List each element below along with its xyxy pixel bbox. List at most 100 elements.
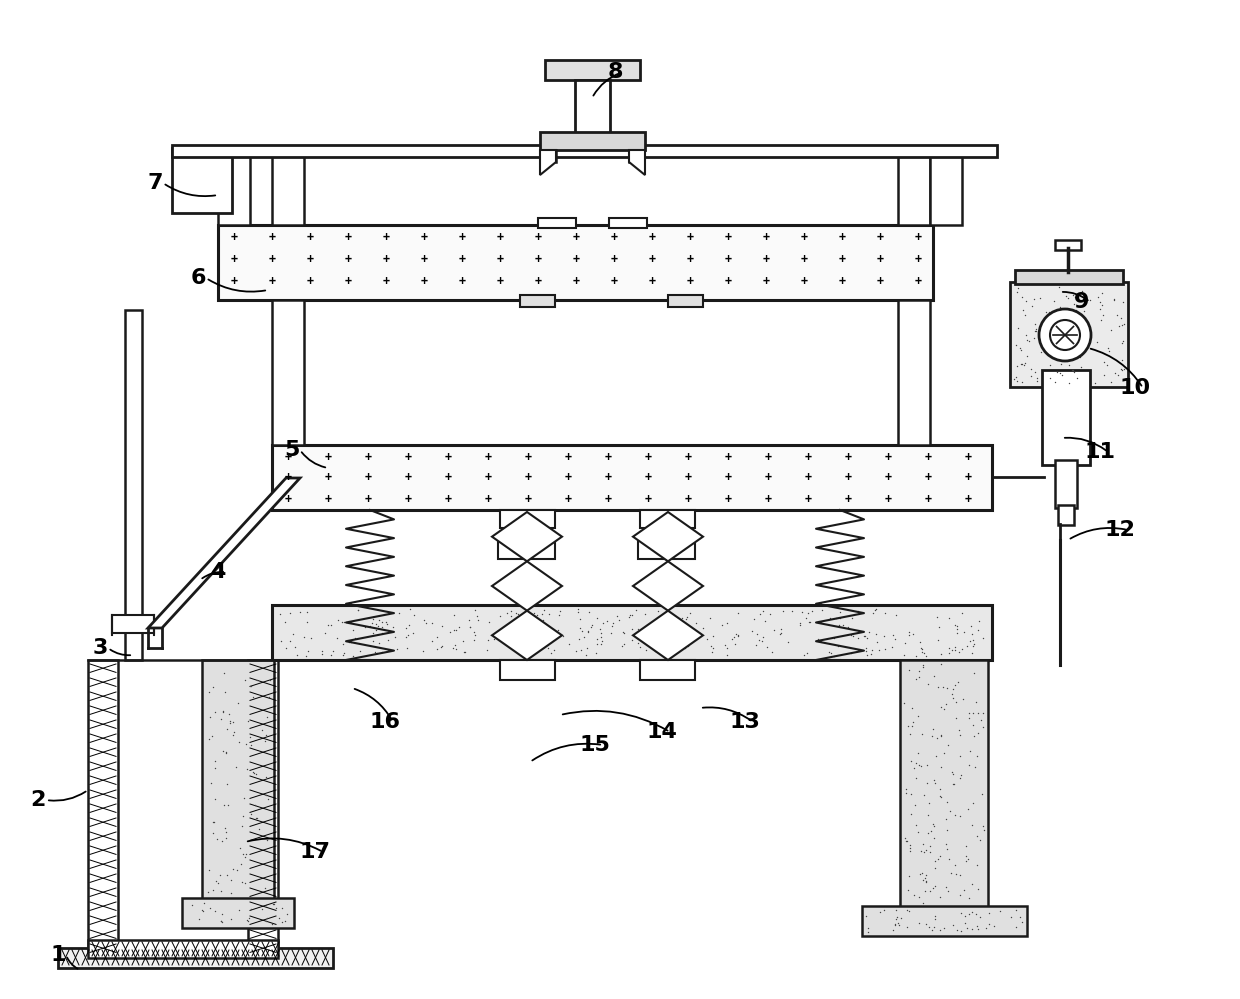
Point [869, 642, 889, 658]
Point [334, 647, 353, 663]
Point [800, 613, 820, 629]
Point [243, 689, 263, 705]
Point [233, 846, 253, 862]
Point [1006, 918, 1025, 934]
Point [919, 807, 939, 823]
Polygon shape [492, 561, 562, 610]
Point [285, 639, 305, 655]
Point [577, 640, 596, 656]
Point [1016, 308, 1035, 324]
Point [1085, 375, 1105, 391]
Point [455, 644, 475, 660]
Text: +: + [764, 493, 771, 505]
Text: +: + [649, 275, 656, 288]
Point [444, 622, 464, 638]
Point [947, 624, 967, 640]
Point [363, 625, 383, 641]
Point [477, 642, 497, 658]
Point [315, 624, 335, 640]
Point [541, 644, 560, 660]
Point [218, 796, 238, 812]
Point [1107, 307, 1127, 323]
Point [925, 860, 945, 876]
Text: +: + [801, 253, 807, 266]
Point [255, 897, 275, 913]
Bar [202, 660, 274, 900]
Point [200, 861, 219, 877]
Bar [218, 225, 932, 300]
Point [764, 621, 784, 637]
Point [212, 906, 232, 922]
Point [484, 630, 503, 646]
Text: +: + [306, 231, 314, 244]
Point [894, 647, 914, 663]
Text: +: + [306, 253, 314, 266]
Point [221, 911, 241, 927]
Point [366, 616, 386, 632]
Point [828, 616, 848, 632]
Point [1114, 361, 1133, 377]
Point [842, 627, 862, 643]
Point [211, 913, 231, 929]
Point [1114, 294, 1133, 310]
Point [910, 633, 930, 649]
Point [575, 647, 595, 663]
Point [496, 635, 516, 651]
Point [255, 732, 275, 748]
Point [956, 853, 976, 869]
Text: 11: 11 [1085, 442, 1116, 462]
Point [275, 913, 295, 929]
Point [1022, 361, 1042, 377]
Point [901, 700, 921, 716]
Point [942, 776, 962, 792]
Point [1056, 288, 1076, 304]
Point [573, 623, 593, 639]
Point [198, 884, 218, 900]
Bar [1016, 270, 1123, 284]
Point [812, 601, 832, 617]
Text: +: + [604, 472, 611, 485]
Point [972, 785, 992, 801]
Point [255, 913, 275, 929]
Point [370, 611, 389, 627]
Point [635, 605, 655, 621]
Point [887, 909, 906, 925]
Point [897, 833, 916, 849]
Text: +: + [763, 231, 770, 244]
Point [1064, 296, 1084, 312]
Point [916, 916, 936, 932]
Point [1112, 317, 1132, 333]
Point [531, 621, 551, 637]
Point [497, 604, 517, 620]
Point [950, 722, 970, 738]
Point [453, 633, 472, 649]
Point [280, 605, 300, 621]
Point [936, 822, 956, 838]
Text: 13: 13 [729, 712, 760, 732]
Point [899, 661, 919, 677]
Point [1022, 298, 1042, 314]
Point [508, 640, 528, 656]
Point [257, 832, 277, 848]
Point [1080, 293, 1100, 309]
Text: +: + [805, 472, 811, 485]
Point [848, 629, 868, 645]
Point [753, 628, 773, 644]
Bar [900, 660, 988, 908]
Text: +: + [914, 253, 921, 266]
Point [512, 607, 532, 623]
Point [957, 801, 977, 817]
Point [728, 627, 748, 643]
Point [1024, 291, 1044, 307]
Text: +: + [444, 493, 451, 505]
Point [818, 643, 838, 659]
Text: +: + [325, 472, 331, 485]
Point [1007, 902, 1027, 918]
Point [946, 710, 966, 726]
Point [216, 820, 236, 836]
Bar [498, 537, 556, 559]
Point [454, 644, 474, 660]
Text: +: + [877, 275, 884, 288]
Point [1011, 340, 1030, 356]
Point [1019, 333, 1039, 349]
